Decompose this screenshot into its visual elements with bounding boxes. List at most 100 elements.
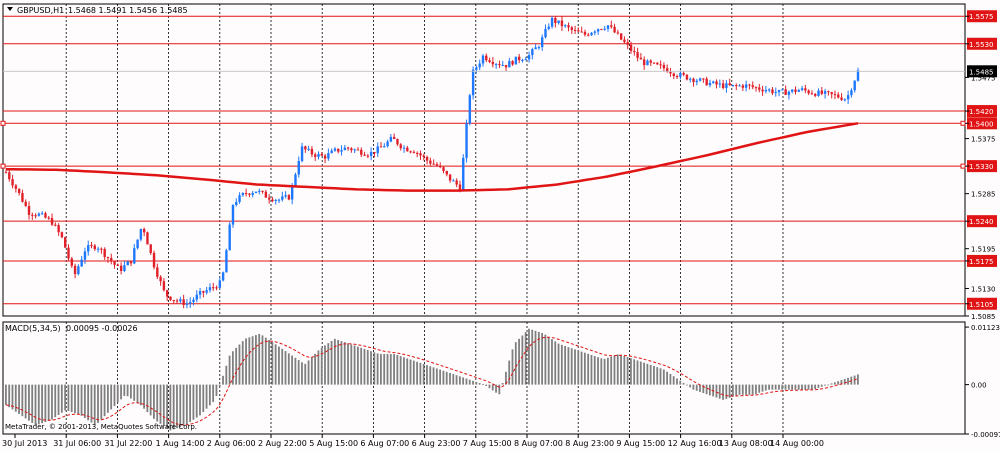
- macd-bar: [715, 384, 718, 398]
- candle-body: [146, 232, 149, 245]
- candle-body: [744, 84, 748, 88]
- candle-body: [781, 89, 784, 91]
- candles: [4, 16, 860, 309]
- macd-bar: [149, 384, 152, 416]
- level-badge-label: 1.5400: [969, 120, 994, 128]
- macd-bar: [528, 328, 530, 385]
- macd-bar: [24, 384, 27, 419]
- candle-body: [169, 296, 172, 301]
- candle-body: [639, 57, 643, 60]
- candle-body: [290, 185, 294, 200]
- macd-bar: [393, 354, 395, 385]
- macd-bar: [126, 384, 129, 397]
- candle-body: [494, 64, 498, 66]
- macd-bar: [791, 384, 794, 390]
- candle-body: [225, 250, 228, 273]
- macd-bar: [169, 384, 172, 431]
- macd-bar: [429, 366, 432, 385]
- macd-bar: [758, 384, 761, 393]
- macd-bar: [153, 384, 155, 419]
- macd-bar: [103, 384, 106, 417]
- macd-bar: [567, 347, 570, 385]
- dropdown-icon[interactable]: [7, 7, 13, 11]
- candle-body: [8, 172, 11, 180]
- candle-body: [498, 64, 501, 66]
- macd-bar: [768, 384, 770, 390]
- macd-bar: [93, 384, 96, 425]
- macd-bar: [630, 358, 632, 385]
- macd-bar: [560, 344, 563, 385]
- candle-body: [90, 245, 93, 247]
- candle-body: [54, 224, 57, 226]
- candle-body: [142, 228, 146, 233]
- candle-body: [432, 163, 435, 165]
- candle-body: [297, 160, 300, 175]
- macd-bar: [136, 384, 139, 403]
- candle-body: [106, 257, 110, 259]
- macd-bar: [347, 343, 349, 385]
- candle-body: [797, 90, 800, 92]
- macd-bar: [87, 384, 90, 421]
- chart-header-ohlc: 1.5468 1.5491 1.5456 1.5485: [68, 6, 188, 15]
- candle-body: [96, 248, 100, 250]
- macd-bar: [524, 332, 527, 385]
- candle-body: [340, 150, 343, 152]
- macd-bar: [278, 346, 280, 385]
- level-badge-label: 1.5175: [969, 258, 994, 266]
- candle-body: [149, 244, 152, 253]
- macd-bar: [143, 384, 145, 409]
- price-tick-label: 1.5475: [971, 74, 996, 82]
- candle-body: [856, 70, 860, 81]
- macd-bar: [255, 335, 257, 385]
- macd-bar: [695, 384, 698, 391]
- macd-bar: [274, 344, 277, 385]
- macd-bar: [511, 349, 514, 385]
- macd-bar: [57, 384, 60, 415]
- candle-body: [350, 148, 353, 151]
- price-tick-label: 1.5085: [971, 313, 996, 321]
- macd-bar: [235, 347, 238, 385]
- macd-bar: [284, 351, 287, 385]
- candle-body: [47, 217, 50, 219]
- macd-bar: [669, 373, 672, 385]
- candle-body: [113, 261, 116, 265]
- candle-body: [317, 153, 320, 157]
- candle-body: [254, 191, 258, 193]
- macd-bar: [77, 384, 80, 415]
- macd-bar: [643, 362, 645, 385]
- macd-bar: [363, 348, 366, 385]
- candle-body: [840, 97, 843, 100]
- candle-body: [629, 44, 633, 52]
- macd-bar: [380, 354, 382, 385]
- macd-bar: [399, 356, 402, 385]
- macd-pane-frame: [2, 321, 966, 435]
- level-handle: [960, 120, 966, 126]
- level-badge-label: 1.5420: [969, 108, 994, 116]
- current-price-badge: [967, 65, 997, 78]
- candle-body: [179, 299, 182, 302]
- candle-body: [458, 184, 462, 191]
- candle-body: [524, 59, 527, 61]
- candle-body: [244, 193, 248, 195]
- candle-body: [705, 78, 708, 86]
- macd-bar: [231, 351, 234, 385]
- level-badge-label: 1.5330: [969, 163, 994, 171]
- candle-body: [445, 171, 449, 175]
- macd-bar: [541, 333, 544, 385]
- candle-body: [165, 290, 169, 297]
- candle-body: [619, 33, 623, 40]
- candle-body: [409, 151, 412, 153]
- candle-body: [741, 85, 745, 88]
- candle-body: [751, 85, 754, 88]
- macd-bar: [603, 358, 606, 385]
- macd-bar: [412, 360, 415, 385]
- candle-body: [702, 78, 705, 80]
- candle-body: [60, 232, 64, 238]
- macd-bar: [544, 334, 547, 385]
- candle-body: [692, 78, 695, 83]
- macd-bar: [179, 384, 182, 428]
- macd-bar: [593, 356, 596, 385]
- macd-bar: [373, 352, 376, 385]
- time-tick-label: 5 Aug 15:00: [309, 439, 358, 448]
